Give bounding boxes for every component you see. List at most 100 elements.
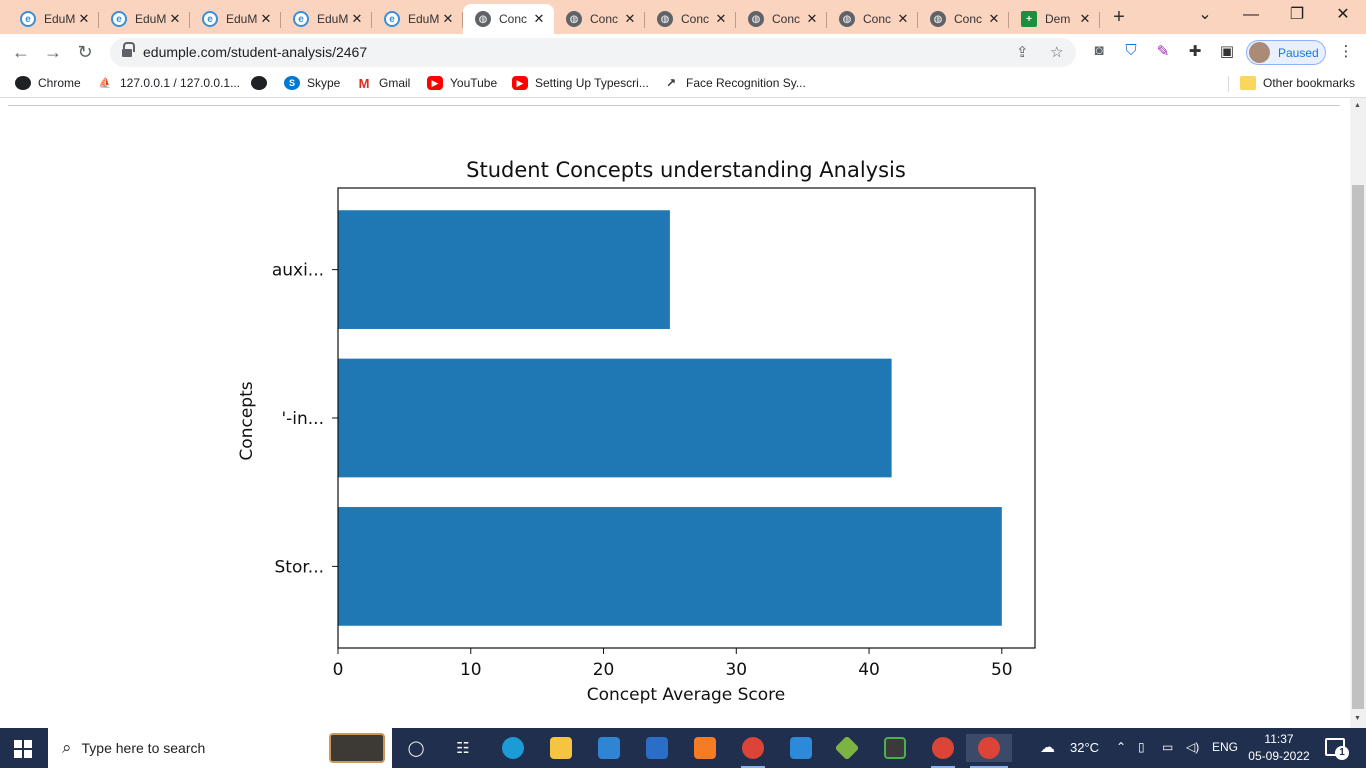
notification-center-icon[interactable]: 1 <box>1325 738 1349 760</box>
lock-icon[interactable] <box>122 42 135 58</box>
chrome-active-icon[interactable] <box>966 734 1012 768</box>
bookmark-label: Face Recognition Sy... <box>686 76 806 90</box>
bookmark-item[interactable]: ⛵ 127.0.0.1 / 127.0.0.1... <box>97 76 240 90</box>
tab-close-icon[interactable]: ✕ <box>442 11 454 26</box>
menu-kebab-icon[interactable]: ⋮ <box>1338 43 1354 60</box>
minimize-icon[interactable]: — <box>1243 6 1259 23</box>
browser-tab[interactable]: ◍ Conc ✕ <box>554 4 645 34</box>
pen-extension-icon[interactable]: ✎ <box>1156 43 1170 60</box>
volume-icon[interactable]: ◁) <box>1186 740 1200 754</box>
shield-extension-icon[interactable]: ⛉ <box>1125 42 1137 59</box>
scrollbar-thumb[interactable] <box>1352 185 1364 709</box>
edge-browser-icon[interactable] <box>497 734 529 762</box>
tab-close-icon[interactable]: ✕ <box>533 11 545 26</box>
tab-close-icon[interactable]: ✕ <box>806 11 818 26</box>
tab-separator <box>462 12 463 28</box>
reload-icon[interactable]: ↻ <box>77 42 93 62</box>
scroll-up-icon[interactable]: ▲ <box>1354 102 1361 109</box>
tab-title: Dem <box>1045 12 1071 26</box>
bookmark-item[interactable]: Chrome <box>15 76 81 90</box>
bookmark-label: 127.0.0.1 / 127.0.0.1... <box>120 76 241 90</box>
browser-tab[interactable]: e EduM ✕ <box>8 4 99 34</box>
bookmark-item[interactable]: M Gmail <box>356 76 411 91</box>
browser-tab[interactable]: e EduM ✕ <box>99 4 190 34</box>
task-view-icon[interactable]: ◯ <box>407 740 425 757</box>
browser-tab[interactable]: e EduM ✕ <box>190 4 281 34</box>
microsoft-store-icon[interactable] <box>593 734 625 762</box>
chrome-profile-icon[interactable] <box>737 734 769 768</box>
widgets-icon[interactable]: ☷ <box>456 740 470 757</box>
camera-extension-icon[interactable]: ◙ <box>1094 42 1104 59</box>
browser-tab[interactable]: ◍ Conc ✕ <box>463 4 554 34</box>
side-panel-icon[interactable]: ▣ <box>1219 43 1235 60</box>
browser-tab[interactable]: ◍ Conc ✕ <box>918 4 1009 34</box>
extensions-puzzle-icon[interactable]: ✚ <box>1188 43 1202 60</box>
star-bookmark-icon[interactable]: ☆ <box>1050 44 1064 61</box>
browser-toolbar: ← → ↻ edumple.com/student-analysis/2467 … <box>0 34 1366 70</box>
edumple-favicon-icon: e <box>293 11 309 27</box>
mail-icon[interactable] <box>641 734 673 762</box>
x-tick-label: 10 <box>460 660 482 680</box>
tab-search-chevron-icon[interactable]: ⌄ <box>1198 6 1212 23</box>
share-icon[interactable]: ⇪ <box>1016 44 1029 61</box>
weather-icon[interactable]: ☁ <box>1040 739 1055 756</box>
edumple-favicon-icon: e <box>384 11 400 27</box>
x-tick-label: 0 <box>333 660 344 680</box>
tab-close-icon[interactable]: ✕ <box>1079 11 1091 26</box>
weather-temperature[interactable]: 32°C <box>1070 740 1100 755</box>
close-window-icon[interactable]: ✕ <box>1336 6 1350 23</box>
tab-close-icon[interactable]: ✕ <box>988 11 1000 26</box>
y-tick-label: Stor... <box>275 557 325 577</box>
network-icon[interactable]: ▭ <box>1162 740 1174 754</box>
tab-close-icon[interactable]: ✕ <box>260 11 272 26</box>
tab-close-icon[interactable]: ✕ <box>351 11 363 26</box>
taskbar-clock[interactable]: 11:37 05-09-2022 <box>1248 731 1310 765</box>
vscode-icon[interactable] <box>785 734 817 762</box>
bookmark-item[interactable] <box>251 76 274 90</box>
tab-separator <box>917 12 918 28</box>
back-arrow-icon[interactable]: ← <box>12 42 30 62</box>
other-bookmarks[interactable]: Other bookmarks <box>1240 76 1355 90</box>
language-indicator[interactable]: ENG <box>1212 740 1239 754</box>
tab-close-icon[interactable]: ✕ <box>715 11 727 26</box>
browser-tab[interactable]: + Dem ✕ <box>1009 4 1100 34</box>
page-scrollbar[interactable]: ▲ ▼ <box>1350 98 1366 728</box>
new-tab-button[interactable]: + <box>1113 6 1125 28</box>
browser-tab[interactable]: ◍ Conc ✕ <box>645 4 736 34</box>
phpmyadmin-icon: ⛵ <box>98 77 112 89</box>
avatar <box>1249 42 1270 63</box>
scroll-down-icon[interactable]: ▼ <box>1354 715 1361 722</box>
xampp-icon[interactable] <box>689 734 721 762</box>
forward-arrow-icon[interactable]: → <box>44 42 62 62</box>
tray-chevron-icon[interactable]: ⌃ <box>1116 740 1127 754</box>
notification-count: 1 <box>1335 746 1349 760</box>
bookmark-item[interactable]: S Skype <box>284 76 340 90</box>
browser-tab[interactable]: ◍ Conc ✕ <box>827 4 918 34</box>
windows-start-icon[interactable] <box>14 740 32 758</box>
meet-icon[interactable]: ▯ <box>1138 740 1145 754</box>
address-bar[interactable]: edumple.com/student-analysis/2467 ⇪ ☆ <box>110 38 1076 67</box>
bookmark-item[interactable]: ▶ YouTube <box>427 76 497 90</box>
tab-close-icon[interactable]: ✕ <box>624 11 636 26</box>
chrome-alt-profile-icon[interactable] <box>927 734 959 768</box>
git-bash-icon[interactable] <box>879 734 911 762</box>
search-placeholder: Type here to search <box>81 740 206 756</box>
address-url[interactable]: edumple.com/student-analysis/2467 <box>143 44 368 60</box>
search-highlight-illustration-icon[interactable] <box>326 733 388 763</box>
tab-close-icon[interactable]: ✕ <box>169 11 181 26</box>
profile-button[interactable]: Paused <box>1246 40 1326 65</box>
tab-close-icon[interactable]: ✕ <box>897 11 909 26</box>
browser-tab[interactable]: e EduM ✕ <box>281 4 372 34</box>
browser-tab[interactable]: e EduM ✕ <box>372 4 463 34</box>
bookmark-item[interactable]: ▶ Setting Up Typescri... <box>512 76 649 90</box>
globe-icon <box>251 76 267 90</box>
x-tick-label: 20 <box>593 660 615 680</box>
tab-close-icon[interactable]: ✕ <box>78 11 90 26</box>
globe-icon <box>15 76 31 90</box>
header-divider <box>8 105 1340 106</box>
git-diamond-icon[interactable] <box>831 734 863 762</box>
browser-tab[interactable]: ◍ Conc ✕ <box>736 4 827 34</box>
bookmark-item[interactable]: ↗ Face Recognition Sy... <box>663 76 806 90</box>
restore-icon[interactable]: ❐ <box>1289 6 1305 23</box>
file-explorer-icon[interactable] <box>545 734 577 762</box>
